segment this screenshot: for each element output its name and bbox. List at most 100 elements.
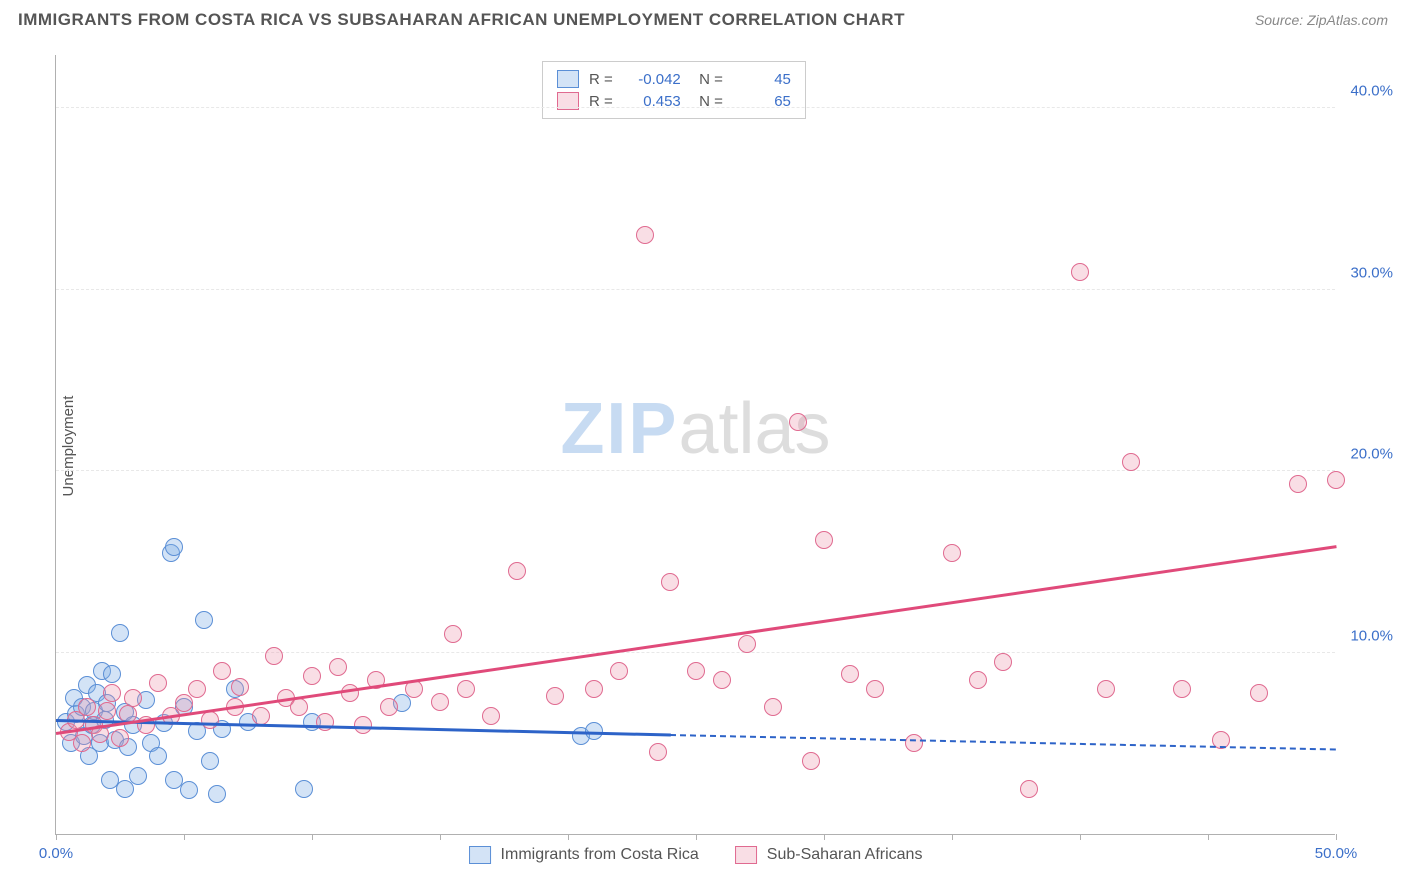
- data-point: [111, 729, 129, 747]
- data-point: [103, 684, 121, 702]
- data-point: [1173, 680, 1191, 698]
- x-tick-label: 0.0%: [39, 845, 73, 862]
- x-tick: [1080, 834, 1081, 840]
- data-point: [380, 698, 398, 716]
- gridline: [56, 652, 1335, 653]
- bottom-legend: Immigrants from Costa Rica Sub-Saharan A…: [469, 846, 923, 864]
- data-point: [482, 707, 500, 725]
- x-tick: [1208, 834, 1209, 840]
- data-point: [1327, 471, 1345, 489]
- data-point: [585, 680, 603, 698]
- data-point: [1020, 780, 1038, 798]
- data-point: [195, 611, 213, 629]
- data-point: [841, 665, 859, 683]
- y-tick-label: 20.0%: [1350, 446, 1393, 463]
- data-point: [329, 658, 347, 676]
- x-tick: [312, 834, 313, 840]
- trend-line: [56, 545, 1336, 734]
- data-point: [149, 747, 167, 765]
- data-point: [815, 531, 833, 549]
- data-point: [201, 711, 219, 729]
- data-point: [661, 573, 679, 591]
- swatch-series-1: [735, 846, 757, 864]
- data-point: [994, 653, 1012, 671]
- data-point: [111, 624, 129, 642]
- plot-area: ZIPatlas R = -0.042 N = 45 R = 0.453 N =…: [55, 55, 1335, 835]
- watermark-atlas: atlas: [678, 389, 830, 469]
- data-point: [265, 647, 283, 665]
- data-point: [252, 707, 270, 725]
- x-tick: [824, 834, 825, 840]
- data-point: [636, 226, 654, 244]
- data-point: [303, 667, 321, 685]
- data-point: [943, 544, 961, 562]
- data-point: [231, 678, 249, 696]
- data-point: [165, 538, 183, 556]
- data-point: [78, 698, 96, 716]
- data-point: [208, 785, 226, 803]
- data-point: [1289, 475, 1307, 493]
- data-point: [1071, 263, 1089, 281]
- data-point: [610, 662, 628, 680]
- data-point: [764, 698, 782, 716]
- data-point: [802, 752, 820, 770]
- data-point: [457, 680, 475, 698]
- stats-legend: R = -0.042 N = 45 R = 0.453 N = 65: [542, 61, 806, 119]
- x-tick: [56, 834, 57, 840]
- x-tick: [952, 834, 953, 840]
- gridline: [56, 289, 1335, 290]
- swatch-series-0: [557, 70, 579, 88]
- y-tick-label: 40.0%: [1350, 83, 1393, 100]
- swatch-series-0: [469, 846, 491, 864]
- x-tick: [568, 834, 569, 840]
- n-label: N =: [691, 71, 723, 88]
- data-point: [103, 665, 121, 683]
- legend-item-1: Sub-Saharan Africans: [735, 846, 923, 864]
- trend-line: [670, 734, 1336, 751]
- data-point: [188, 680, 206, 698]
- data-point: [201, 752, 219, 770]
- data-point: [1250, 684, 1268, 702]
- header-bar: IMMIGRANTS FROM COSTA RICA VS SUBSAHARAN…: [0, 0, 1406, 38]
- r-value-0: -0.042: [623, 71, 681, 88]
- gridline: [56, 470, 1335, 471]
- chart-title: IMMIGRANTS FROM COSTA RICA VS SUBSAHARAN…: [18, 10, 905, 30]
- r-label: R =: [589, 71, 613, 88]
- y-tick-label: 30.0%: [1350, 264, 1393, 281]
- data-point: [98, 702, 116, 720]
- data-point: [789, 413, 807, 431]
- x-tick: [440, 834, 441, 840]
- stats-row-0: R = -0.042 N = 45: [557, 68, 791, 90]
- x-tick: [1336, 834, 1337, 840]
- n-value-0: 45: [733, 71, 791, 88]
- data-point: [290, 698, 308, 716]
- data-point: [905, 734, 923, 752]
- data-point: [124, 689, 142, 707]
- data-point: [341, 684, 359, 702]
- data-point: [687, 662, 705, 680]
- data-point: [866, 680, 884, 698]
- data-point: [1122, 453, 1140, 471]
- data-point: [713, 671, 731, 689]
- source-label: Source: ZipAtlas.com: [1255, 12, 1388, 28]
- data-point: [649, 743, 667, 761]
- data-point: [431, 693, 449, 711]
- data-point: [129, 767, 147, 785]
- data-point: [1097, 680, 1115, 698]
- stats-row-1: R = 0.453 N = 65: [557, 90, 791, 112]
- data-point: [444, 625, 462, 643]
- watermark: ZIPatlas: [560, 388, 830, 470]
- data-point: [295, 780, 313, 798]
- data-point: [738, 635, 756, 653]
- watermark-zip: ZIP: [560, 389, 678, 469]
- data-point: [149, 674, 167, 692]
- data-point: [175, 694, 193, 712]
- data-point: [213, 662, 231, 680]
- x-tick-label: 50.0%: [1315, 845, 1358, 862]
- legend-item-0: Immigrants from Costa Rica: [469, 846, 699, 864]
- x-tick: [696, 834, 697, 840]
- data-point: [73, 734, 91, 752]
- chart-area: ZIPatlas R = -0.042 N = 45 R = 0.453 N =…: [55, 55, 1385, 835]
- data-point: [180, 781, 198, 799]
- gridline: [56, 107, 1335, 108]
